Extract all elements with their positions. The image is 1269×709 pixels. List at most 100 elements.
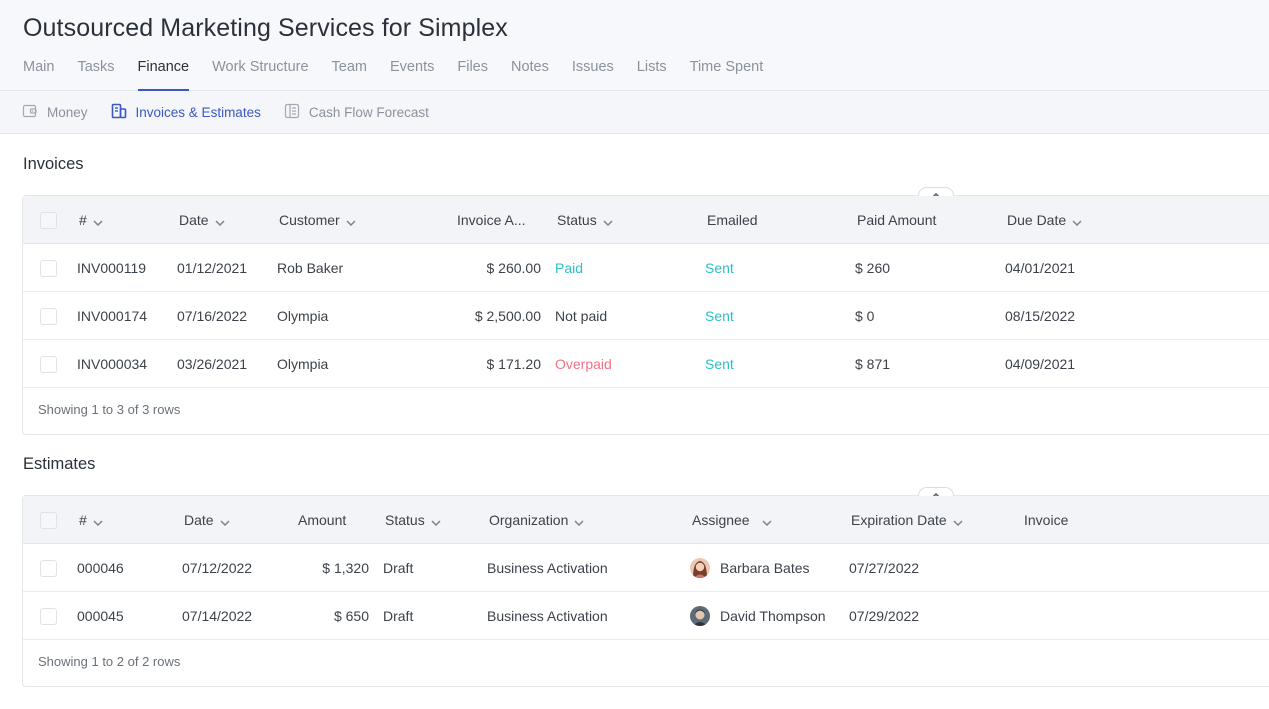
avatar	[690, 606, 710, 626]
invoice-amount: $ 260.00	[486, 260, 542, 276]
col-invoice-header[interactable]: Invoice	[1024, 512, 1069, 528]
chevron-down-icon	[93, 497, 103, 545]
invoice-customer: Olympia	[277, 308, 329, 324]
invoice-customer: Olympia	[277, 356, 329, 372]
tab-notes[interactable]: Notes	[510, 59, 549, 75]
col-date-header[interactable]: Date	[184, 496, 230, 544]
col-paid-amount-header[interactable]: Paid Amount	[857, 212, 937, 228]
estimates-pagination-info: Showing 1 to 2 of 2 rows	[38, 654, 181, 669]
chevron-down-icon	[220, 497, 230, 545]
col-status-header[interactable]: Status	[385, 496, 441, 544]
subnav-cash-flow-label: Cash Flow Forecast	[308, 104, 429, 120]
row-checkbox[interactable]	[40, 356, 57, 373]
col-customer-header[interactable]: Customer	[279, 196, 356, 244]
col-number-header[interactable]: #	[79, 496, 103, 544]
table-row[interactable]: 000045 07/14/2022 $ 650 Draft Business A…	[23, 592, 1269, 640]
subnav-money[interactable]: Money	[22, 103, 88, 122]
invoices-header-row: # Date Customer Invoice A... Status Emai…	[23, 196, 1269, 244]
tab-finance[interactable]: Finance	[137, 58, 190, 91]
subnav-cash-flow-forecast[interactable]: Cash Flow Forecast	[284, 103, 429, 122]
estimate-amount: $ 1,320	[322, 560, 369, 576]
col-invoice-amount-header[interactable]: Invoice A...	[457, 212, 526, 228]
invoice-due-date: 08/15/2022	[1005, 308, 1076, 324]
estimate-assignee: David Thompson	[720, 608, 826, 624]
col-expiration-date-header[interactable]: Expiration Date	[851, 496, 963, 544]
col-organization-header[interactable]: Organization	[489, 496, 584, 544]
col-amount-header[interactable]: Amount	[298, 512, 347, 528]
tab-lists[interactable]: Lists	[636, 59, 667, 75]
project-tabs: Main Tasks Finance Work Structure Team E…	[23, 58, 786, 91]
estimates-table: # Date Amount Status Organization Assign…	[22, 487, 1269, 687]
col-due-date-header[interactable]: Due Date	[1007, 196, 1082, 244]
tab-main[interactable]: Main	[23, 59, 55, 75]
page-title: Outsourced Marketing Services for Simple…	[23, 14, 508, 42]
project-header: Outsourced Marketing Services for Simple…	[0, 0, 1269, 91]
invoice-number[interactable]: INV000034	[77, 356, 148, 372]
select-all-checkbox[interactable]	[40, 512, 57, 529]
estimate-expiration-date: 07/29/2022	[849, 608, 920, 624]
col-number-header[interactable]: #	[79, 196, 103, 244]
chevron-down-icon	[762, 497, 772, 545]
invoice-paid-amount: $ 871	[855, 356, 891, 372]
invoice-status: Not paid	[555, 308, 608, 324]
subnav-money-label: Money	[47, 104, 88, 120]
chevron-down-icon	[431, 497, 441, 545]
avatar	[690, 558, 710, 578]
finance-subnav: Money Invoices & Estimates Cash Flow For…	[0, 91, 1269, 134]
tab-work-structure[interactable]: Work Structure	[212, 59, 309, 75]
tab-issues[interactable]: Issues	[571, 59, 614, 75]
tab-team[interactable]: Team	[331, 59, 368, 75]
row-checkbox[interactable]	[40, 260, 57, 277]
chevron-down-icon	[953, 497, 963, 545]
estimate-amount: $ 650	[333, 608, 369, 624]
estimate-date: 07/14/2022	[182, 608, 253, 624]
chevron-down-icon	[93, 197, 103, 245]
select-all-checkbox[interactable]	[40, 212, 57, 229]
chevron-down-icon	[1072, 197, 1082, 245]
invoices-table: # Date Customer Invoice A... Status Emai…	[22, 187, 1269, 435]
tab-tasks[interactable]: Tasks	[77, 59, 115, 75]
invoices-pagination-info: Showing 1 to 3 of 3 rows	[38, 402, 181, 417]
estimate-expiration-date: 07/27/2022	[849, 560, 920, 576]
estimate-number[interactable]: 000046	[77, 560, 124, 576]
estimate-number[interactable]: 000045	[77, 608, 124, 624]
estimate-organization: Business Activation	[487, 608, 608, 624]
chevron-down-icon	[215, 197, 225, 245]
invoices-title: Invoices	[23, 155, 84, 173]
invoice-number[interactable]: INV000119	[77, 260, 147, 276]
tab-time-spent[interactable]: Time Spent	[689, 59, 764, 75]
table-row[interactable]: 000046 07/12/2022 $ 1,320 Draft Business…	[23, 544, 1269, 592]
chevron-down-icon	[346, 197, 356, 245]
invoice-status: Paid	[555, 260, 584, 276]
invoice-amount: $ 2,500.00	[474, 308, 541, 324]
invoice-emailed: Sent	[705, 260, 734, 276]
col-status-header[interactable]: Status	[557, 196, 613, 244]
estimate-status: Draft	[383, 608, 414, 624]
row-checkbox[interactable]	[40, 560, 57, 577]
table-row[interactable]: INV000174 07/16/2022 Olympia $ 2,500.00 …	[23, 292, 1269, 340]
row-checkbox[interactable]	[40, 608, 57, 625]
tab-files[interactable]: Files	[457, 59, 488, 75]
table-row[interactable]: INV000119 01/12/2021 Rob Baker $ 260.00 …	[23, 244, 1269, 292]
invoice-date: 01/12/2021	[177, 260, 248, 276]
invoice-number[interactable]: INV000174	[77, 308, 148, 324]
chevron-down-icon	[603, 197, 613, 245]
invoice-status: Overpaid	[555, 356, 612, 372]
col-assignee-header[interactable]: Assignee	[692, 496, 772, 544]
invoice-date: 03/26/2021	[177, 356, 248, 372]
invoice-paid-amount: $ 0	[855, 308, 875, 324]
subnav-invoices-estimates[interactable]: Invoices & Estimates	[111, 103, 261, 122]
estimates-header-row: # Date Amount Status Organization Assign…	[23, 496, 1269, 544]
estimate-organization: Business Activation	[487, 560, 608, 576]
table-row[interactable]: INV000034 03/26/2021 Olympia $ 171.20 Ov…	[23, 340, 1269, 388]
tab-events[interactable]: Events	[390, 59, 435, 75]
estimate-date: 07/12/2022	[182, 560, 253, 576]
row-checkbox[interactable]	[40, 308, 57, 325]
subnav-invoices-label: Invoices & Estimates	[135, 104, 261, 120]
invoice-customer: Rob Baker	[277, 260, 344, 276]
invoice-amount: $ 171.20	[486, 356, 542, 372]
col-date-header[interactable]: Date	[179, 196, 225, 244]
invoice-date: 07/16/2022	[177, 308, 248, 324]
col-emailed-header[interactable]: Emailed	[707, 212, 758, 228]
invoice-emailed: Sent	[705, 356, 734, 372]
